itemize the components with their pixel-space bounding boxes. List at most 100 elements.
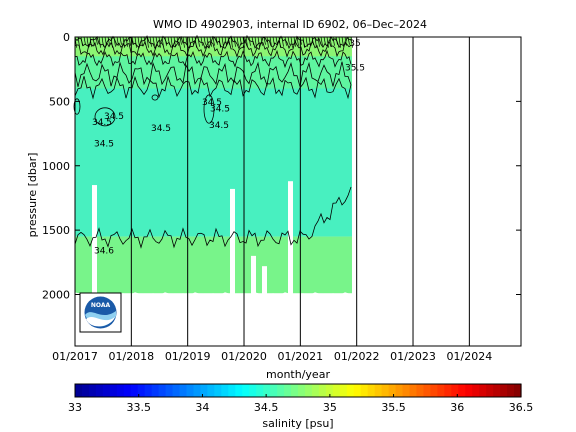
isohaline-contours (73, 34, 353, 249)
colorbar-cell (123, 384, 132, 397)
colorbar-cell (367, 384, 376, 397)
y-tick-label: 1500 (42, 224, 70, 237)
contour-loop (203, 94, 215, 124)
salinity-band (75, 56, 352, 89)
contour-label: 34.5 (209, 121, 229, 131)
colorbar-cell (193, 384, 202, 397)
contour-line (74, 75, 352, 100)
colorbar-cell (458, 384, 466, 397)
colorbar-cell (437, 384, 445, 397)
colorbar-cell (395, 384, 404, 397)
colorbar-cell (95, 384, 104, 397)
colorbar-cell (311, 384, 320, 397)
data-gap (251, 255, 256, 296)
colorbar-cell (214, 384, 222, 397)
contour-loop (73, 98, 81, 115)
colorbar-cell (228, 384, 236, 397)
svg-text:NOAA: NOAA (91, 302, 111, 309)
colorbar-cell (430, 384, 438, 397)
contour-loop (151, 94, 159, 101)
noaa-logo: NOAA (79, 292, 122, 333)
colorbar-cell (81, 384, 90, 397)
data-edge (75, 292, 352, 297)
colorbar-cell (318, 384, 327, 397)
colorbar-cell (472, 384, 480, 397)
salinity-band (75, 236, 352, 294)
contour-label: 34.5 (94, 139, 114, 149)
x-axis: 01/2017 01/2018 01/2019 01/2020 01/2021 01/20… (52, 350, 492, 363)
colorbar-cell (165, 384, 174, 397)
colorbar-cell (402, 384, 411, 397)
colorbar-cell (381, 384, 390, 397)
colorbar-cell (409, 384, 418, 397)
colorbar-cell (339, 384, 348, 397)
colorbar-tick-label: 34 (195, 401, 209, 414)
colorbar-tick-label: 36 (450, 401, 464, 414)
colorbar-cell (325, 384, 334, 397)
colorbar-cell (88, 384, 97, 397)
colorbar-cell (416, 384, 425, 397)
y-axis: 0 500 1000 1500 2000 (42, 31, 521, 302)
colorbar-cell (75, 384, 83, 397)
data-gap (262, 266, 267, 296)
contour-label: 35.5 (345, 63, 365, 73)
contour-loop (94, 107, 116, 127)
colorbar: 33 33.5 34 34.5 35 35.5 36 36.5 (68, 383, 534, 414)
colorbar-cell (144, 384, 153, 397)
colorbar-cell (200, 384, 209, 397)
colorbar-cell (116, 384, 125, 397)
data-gap (92, 185, 97, 296)
colorbar-cell (270, 384, 278, 397)
colorbar-cell (130, 384, 139, 397)
colorbar-tick-label: 33 (68, 401, 82, 414)
colorbar-cell (207, 384, 215, 397)
colorbar-cell (507, 384, 515, 397)
plot-frame (74, 36, 522, 347)
colorbar-cell (256, 384, 264, 397)
contour-line (74, 39, 352, 58)
y-tick-label: 1000 (42, 160, 70, 173)
colorbar-cell (137, 384, 146, 397)
colorbar-cell (186, 384, 195, 397)
data-gap (288, 181, 293, 296)
colorbar-cell (249, 384, 257, 397)
colorbar-tick-label: 36.5 (509, 401, 534, 414)
x-tick-label: 01/2019 (165, 350, 211, 363)
colorbar-cell (304, 384, 313, 397)
colorbar-cell (500, 384, 508, 397)
colorbar-frame (74, 383, 522, 398)
colorbar-tick-label: 33.5 (126, 401, 151, 414)
contour-label: 34.5 (210, 105, 230, 115)
x-tick-label: 01/2017 (52, 350, 98, 363)
contour-label: 34.6 (94, 246, 114, 256)
colorbar-cell (277, 384, 285, 397)
colorbar-tick-label: 34.5 (254, 401, 279, 414)
colorbar-cell (360, 384, 369, 397)
colorbar-cell (346, 384, 355, 397)
colorbar-cell (514, 384, 522, 397)
colorbar-tick-label: 35.5 (381, 401, 406, 414)
colorbar-cell (332, 384, 341, 397)
y-tick-label: 0 (63, 31, 70, 44)
x-tick-label: 01/2018 (108, 350, 154, 363)
colorbar-label: salinity [psu] (262, 417, 333, 430)
surface-contours (74, 36, 353, 48)
colorbar-cell (284, 384, 292, 397)
colorbar-cell (451, 384, 459, 397)
chart-title: WMO ID 4902903, internal ID 6902, 06–Dec… (153, 18, 427, 31)
contour-line (74, 186, 352, 249)
colorbar-cell (221, 384, 229, 397)
contour-label: 34.5 (151, 124, 171, 134)
contour-label: 35 (349, 39, 360, 49)
colorbar-tick-label: 35 (323, 401, 337, 414)
x-tick-label: 01/2022 (334, 350, 380, 363)
x-axis-label: month/year (266, 368, 330, 381)
colorbar-cell (298, 384, 306, 397)
colorbar-cell (493, 384, 501, 397)
x-tick-label: 01/2023 (390, 350, 436, 363)
contour-label: 34.5 (202, 98, 222, 108)
colorbar-cell (242, 384, 250, 397)
colorbar-cell (158, 384, 167, 397)
colorbar-cell (179, 384, 188, 397)
colorbar-cell (479, 384, 487, 397)
